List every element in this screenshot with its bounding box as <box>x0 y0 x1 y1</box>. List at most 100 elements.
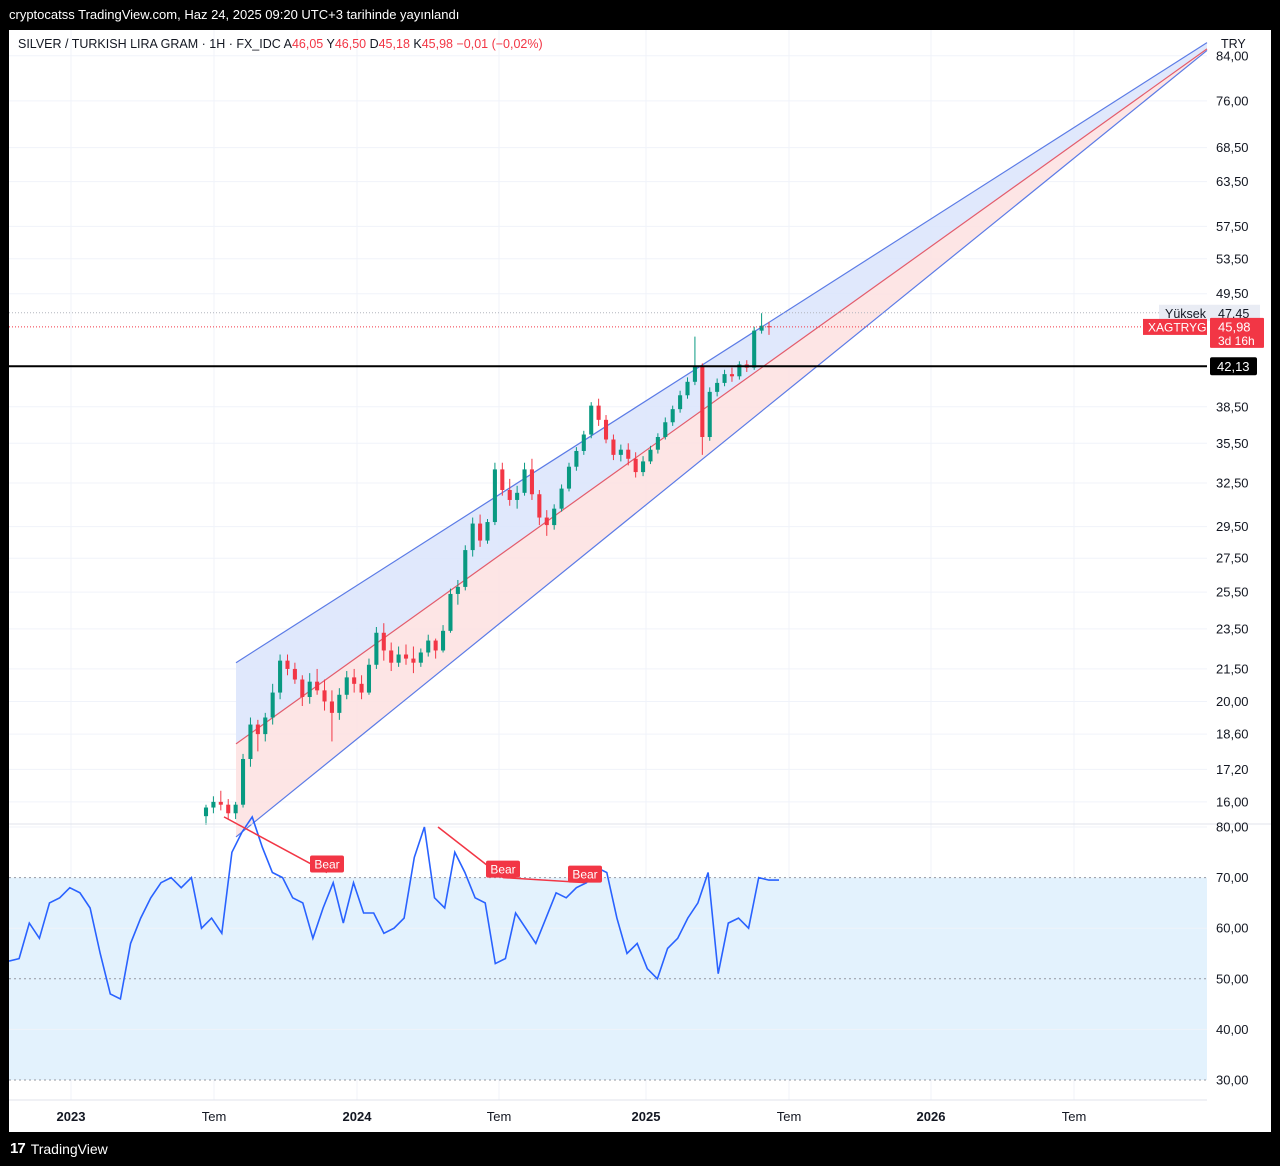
chart-svg[interactable]: Bear Bear Bear SILVER / TURKISH LIRA GRAM ·… <box>8 30 1271 1132</box>
candle-body <box>470 523 475 551</box>
bear-label: Bear <box>490 863 515 877</box>
symbol-tag-bg <box>1143 318 1207 335</box>
candle-body <box>448 593 453 631</box>
price-tick-label: 25,50 <box>1216 585 1249 600</box>
candle-body <box>685 381 690 396</box>
candle-body <box>581 434 586 451</box>
bear-label-bg <box>568 865 602 883</box>
bear-label-bg <box>486 860 520 878</box>
legend-change: −0,01 (−0,02%) <box>456 37 542 51</box>
candle-body <box>537 494 542 518</box>
candle-body <box>211 801 216 808</box>
time-tick-label: Tem <box>202 1109 227 1124</box>
candle-body <box>544 517 549 526</box>
last-price-tag: 45,98 <box>1218 319 1251 334</box>
candle-body <box>411 658 416 663</box>
price-tick-label: 68,50 <box>1216 140 1249 155</box>
price-tick-label: 29,50 <box>1216 519 1249 534</box>
candle-body <box>507 490 512 500</box>
candle-body <box>344 677 349 695</box>
candle-body <box>403 654 409 659</box>
candle-body <box>752 330 757 368</box>
candle-body <box>329 701 334 713</box>
price-tick-label: 76,00 <box>1216 93 1249 108</box>
candle-body <box>522 469 527 493</box>
candle-body <box>566 466 572 489</box>
channel-lower-line[interactable] <box>235 49 1208 838</box>
candle-body <box>366 664 372 693</box>
candle-body <box>707 391 712 438</box>
price-tick-label: 57,50 <box>1216 219 1249 234</box>
candle-body <box>374 632 379 665</box>
rsi-tick-label: 30,00 <box>1216 1073 1249 1088</box>
candle-body <box>233 804 238 814</box>
candle-body <box>737 364 742 377</box>
candle-body <box>529 469 534 495</box>
candle-body <box>492 469 497 523</box>
candle-body <box>300 679 305 697</box>
price-tick-label: 21,50 <box>1216 661 1249 676</box>
candle-body <box>426 640 431 653</box>
time-tick-label: Tem <box>1062 1109 1087 1124</box>
candle-body <box>552 508 557 526</box>
candle-body <box>648 449 653 462</box>
rsi-tick-label: 80,00 <box>1216 820 1249 835</box>
legend-open-label: A <box>284 37 293 51</box>
rsi-tick-label: 60,00 <box>1216 921 1249 936</box>
candle-body <box>203 807 209 817</box>
last-price-tag-bg <box>1210 317 1264 348</box>
rsi-tick-label: 40,00 <box>1216 1022 1249 1037</box>
bear-label: Bear <box>572 868 597 882</box>
candle-body <box>589 405 594 435</box>
candle-body <box>352 677 357 684</box>
candle-body <box>359 683 364 693</box>
candle-body <box>478 523 483 541</box>
legend-open-value: 46,05 <box>292 37 323 51</box>
time-tick-label: 2025 <box>632 1109 661 1124</box>
price-tick-label: 49,50 <box>1216 286 1249 301</box>
candle-body <box>618 449 623 455</box>
rsi-tick-label: 70,00 <box>1216 870 1249 885</box>
candle-body <box>433 640 438 651</box>
candle-body <box>315 681 320 691</box>
candle-body <box>263 717 268 735</box>
candle-body <box>418 652 423 663</box>
candle-body <box>441 630 446 651</box>
high-marker-value: 47,45 <box>1218 307 1249 321</box>
hline-tag: 42,13 <box>1217 359 1250 374</box>
candle-body <box>663 422 668 438</box>
footer-brand: TradingView <box>30 1141 108 1157</box>
channel-upper-line[interactable] <box>235 42 1208 664</box>
candle-body <box>255 724 260 735</box>
price-tick-label: 35,50 <box>1216 436 1249 451</box>
candle-body <box>500 469 505 491</box>
time-tick-label: Tem <box>487 1109 512 1124</box>
price-tick-label: 16,00 <box>1216 794 1249 809</box>
high-marker-label: Yüksek <box>1165 307 1207 321</box>
candle-body <box>670 409 675 423</box>
candle-body <box>729 374 734 377</box>
candle-body <box>396 654 401 663</box>
channel-mid-line[interactable] <box>235 48 1208 745</box>
legend-close-label: K <box>413 37 422 51</box>
price-tick-label: 23,50 <box>1216 621 1249 636</box>
symbol-tag: XAGTRYG <box>1148 320 1206 334</box>
price-tick-label: 38,50 <box>1216 399 1249 414</box>
candle-body <box>337 694 342 713</box>
candle-body <box>218 801 223 805</box>
candle-body <box>485 522 490 541</box>
rsi-tick-label: 50,00 <box>1216 971 1249 986</box>
legend-close-value: 45,98 <box>422 37 453 51</box>
price-tick-label: 20,00 <box>1216 694 1249 709</box>
high-marker-bg <box>1159 304 1260 321</box>
price-tick-label: 84,00 <box>1216 48 1249 63</box>
bear-label-bg <box>310 855 344 873</box>
candle-body <box>722 374 727 383</box>
price-tick-label: 17,20 <box>1216 762 1249 777</box>
publish-info: cryptocatss TradingView.com, Haz 24, 202… <box>9 7 460 22</box>
candle-body <box>278 660 283 693</box>
price-tick-label: 63,50 <box>1216 174 1249 189</box>
candle-body <box>626 449 631 459</box>
legend-high-label: Y <box>326 37 335 51</box>
candle-body <box>641 461 646 473</box>
